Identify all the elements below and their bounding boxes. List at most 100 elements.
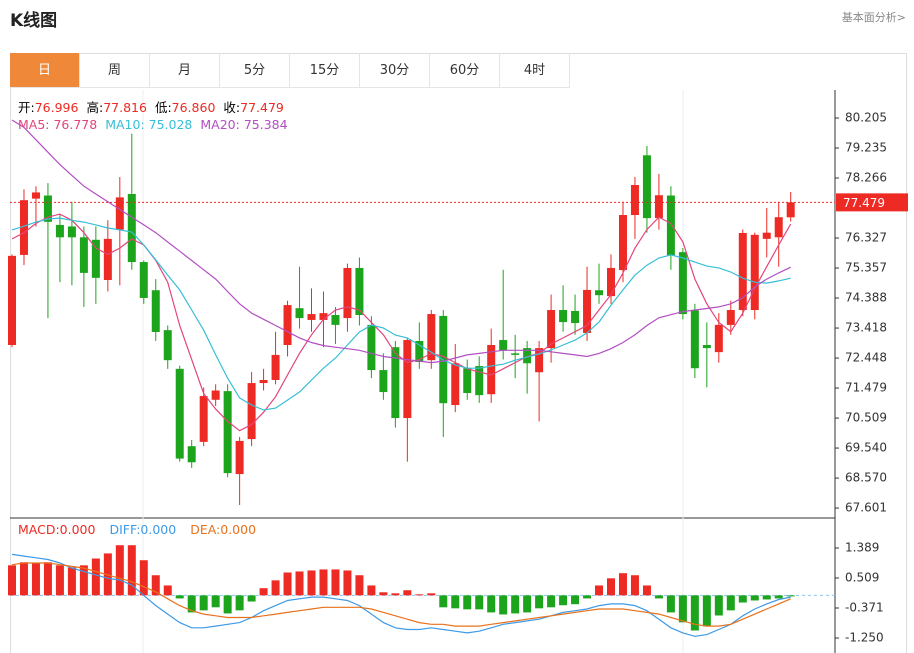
macd-bar: [235, 595, 244, 611]
period-tab[interactable]: 4时: [500, 53, 570, 88]
y-tick-label: 0.509: [845, 570, 879, 584]
candle-body: [571, 310, 580, 324]
fundamental-link[interactable]: 基本面分析>: [841, 11, 906, 24]
macd-bar: [43, 562, 52, 596]
legend-entry: DIFF:0.000: [109, 522, 177, 537]
candle-body: [559, 310, 568, 323]
candle-body: [187, 446, 196, 463]
macd-bar: [762, 595, 771, 600]
macd-bar: [127, 545, 136, 596]
macd-bar: [559, 595, 568, 606]
candle-body: [499, 340, 508, 351]
macd-bar: [487, 595, 496, 613]
info-label: 开:: [18, 100, 35, 115]
macd-bar: [151, 575, 160, 596]
candle-body: [163, 330, 172, 361]
candle-body: [343, 267, 352, 319]
macd-bar: [607, 578, 615, 596]
candle-body: [139, 262, 148, 298]
candle-body: [355, 267, 364, 315]
info-value: 77.816: [103, 100, 147, 115]
macd-bar: [774, 595, 783, 599]
y-tick-label: 1.389: [845, 540, 879, 554]
candle-body: [762, 232, 771, 239]
candle-body: [738, 232, 747, 311]
candle-body: [79, 237, 88, 273]
candle-body: [774, 217, 783, 238]
macd-bar: [415, 594, 424, 596]
candle-body: [630, 185, 639, 216]
macd-bar: [19, 562, 28, 596]
candle-body: [43, 195, 52, 222]
macd-bar: [595, 585, 604, 596]
macd-bar: [690, 595, 699, 631]
macd-bar: [702, 595, 711, 627]
candle-body: [91, 239, 100, 278]
candle-body: [19, 200, 28, 255]
macd-bar: [523, 595, 532, 613]
period-tab[interactable]: 15分: [290, 53, 360, 88]
macd-bar: [79, 565, 88, 596]
period-tab[interactable]: 月: [150, 53, 220, 88]
macd-bar: [259, 588, 268, 596]
candle-body: [115, 197, 124, 230]
candle-body: [511, 353, 520, 355]
candle-body: [678, 252, 687, 315]
candle-body: [654, 195, 663, 219]
y-tick-label: 70.509: [845, 411, 887, 425]
macd-bar: [199, 595, 208, 611]
candle-body: [211, 390, 220, 400]
macd-bar: [630, 575, 639, 596]
macd-bar: [499, 595, 508, 615]
macd-bar: [31, 563, 40, 596]
candle-body: [319, 313, 328, 320]
macd-bar: [139, 560, 148, 596]
macd-bar: [678, 595, 687, 623]
candle-body: [463, 368, 472, 393]
macd-bar: [750, 595, 759, 601]
y-tick-label: -1.250: [845, 630, 884, 644]
period-tab[interactable]: 周: [80, 53, 150, 88]
y-tick-label: 74.388: [845, 291, 887, 305]
macd-bar: [247, 595, 256, 602]
ma-legend: MA5: 76.778 MA10: 75.028 MA20: 75.384: [18, 117, 288, 132]
period-tab[interactable]: 日: [10, 53, 80, 88]
period-tab[interactable]: 30分: [360, 53, 430, 88]
macd-bar: [343, 570, 352, 596]
last-price-box: [836, 193, 908, 212]
candle-body: [726, 310, 735, 325]
period-tab[interactable]: 5分: [220, 53, 290, 88]
candle-body: [283, 305, 292, 346]
candle-body: [666, 195, 675, 256]
info-value: 76.996: [34, 100, 79, 115]
indicator-line: [11, 217, 791, 411]
macd-bar: [271, 580, 280, 596]
macd-bar: [403, 590, 412, 596]
macd-bar: [583, 595, 592, 599]
candle-body: [271, 354, 280, 380]
macd-bar: [511, 595, 520, 614]
candle-body: [259, 379, 268, 384]
candle-body: [8, 255, 16, 346]
candle-body: [523, 348, 532, 364]
macd-bar: [175, 595, 184, 599]
macd-bar: [451, 595, 460, 609]
macd-bar: [642, 585, 651, 596]
period-tab[interactable]: 60分: [430, 53, 500, 88]
macd-bar: [463, 595, 472, 610]
candle-body: [403, 340, 412, 419]
macd-bar: [211, 595, 220, 608]
macd-legend: MACD:0.000 DIFF:0.000 DEA:0.000: [18, 522, 256, 537]
candle-body: [235, 440, 244, 475]
candle-body: [690, 310, 699, 369]
macd-bar: [726, 595, 735, 611]
candle-body: [127, 193, 136, 263]
candle-body: [415, 340, 424, 363]
y-tick-label: 75.357: [845, 261, 887, 275]
macd-bar: [714, 595, 723, 616]
candle-body: [475, 366, 484, 396]
legend-entry: DEA:0.000: [190, 522, 257, 537]
macd-bar: [738, 595, 747, 603]
